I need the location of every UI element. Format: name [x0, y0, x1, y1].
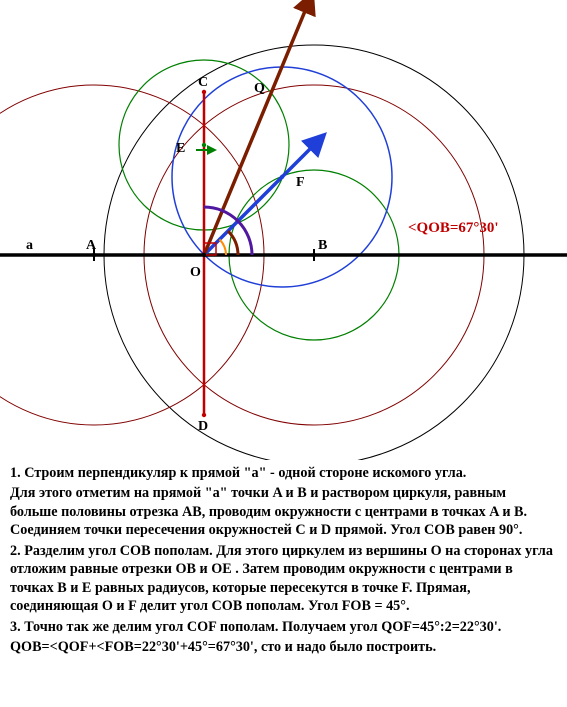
pt-C — [202, 90, 206, 94]
angle-label-QOB: <QOB=67°30' — [408, 220, 499, 236]
para-1b: Для этого отметим на прямой "а" точки A … — [10, 484, 557, 539]
pt-E — [202, 143, 206, 147]
para-4: QOB=<QOF+<FOB=22°30'+45°=67°30', сто и н… — [10, 638, 557, 656]
explanation-text: 1. Строим перпендикуляр к прямой "а" - о… — [0, 460, 567, 669]
pt-F — [280, 175, 284, 179]
angle-arc-orange — [220, 240, 227, 256]
pt-B — [312, 253, 316, 257]
para-1a: 1. Строим перпендикуляр к прямой "а" - о… — [10, 464, 557, 482]
construction-diagram: a A B C D E F O Q <QOB=67°30' — [0, 0, 567, 460]
ray-OF — [204, 139, 320, 255]
label-a: a — [26, 238, 33, 253]
label-Q: Q — [254, 81, 265, 96]
para-3: 3. Точно так же делим угол COF пополам. … — [10, 618, 557, 636]
pt-O — [202, 253, 206, 257]
label-A: A — [86, 238, 97, 253]
label-F: F — [296, 175, 305, 190]
label-O: O — [190, 265, 201, 280]
label-D: D — [198, 419, 208, 434]
para-2: 2. Разделим угол COB пополам. Для этого … — [10, 542, 557, 616]
pt-D — [202, 413, 206, 417]
ray-OQ — [204, 0, 310, 255]
label-C: C — [198, 75, 208, 90]
pt-A — [92, 253, 96, 257]
label-E: E — [176, 141, 185, 156]
label-B: B — [318, 238, 327, 253]
